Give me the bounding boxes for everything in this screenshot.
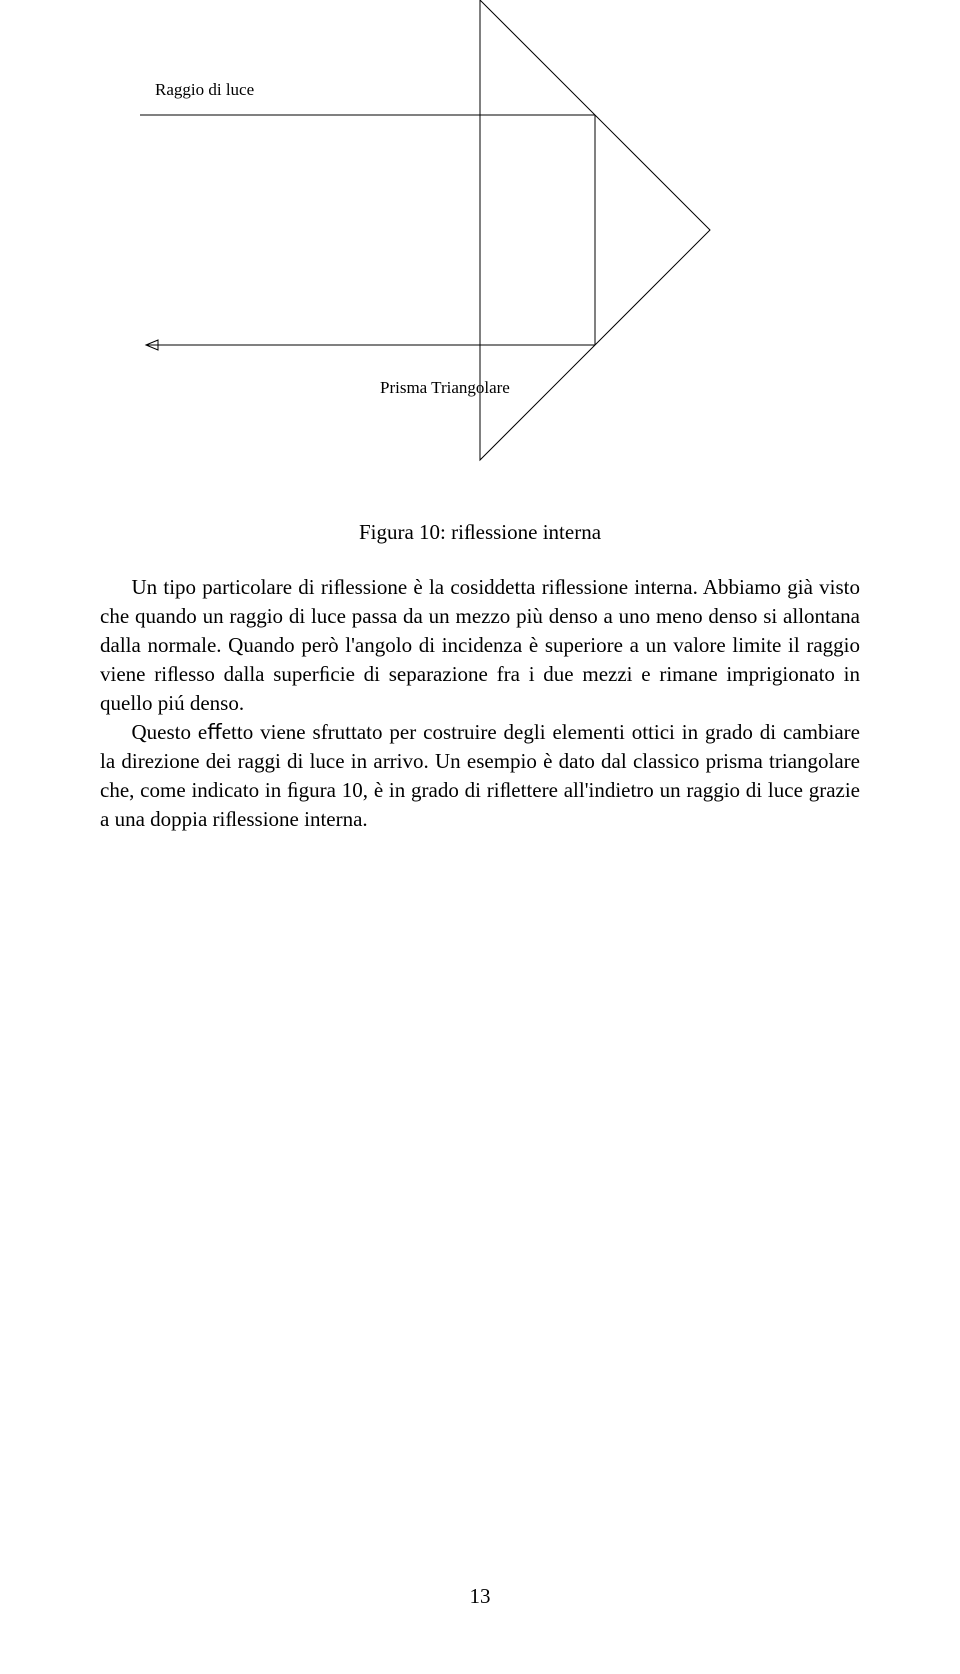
figure-container: Raggio di luce Prisma Triangolare Figura… <box>100 0 860 573</box>
ray-label: Raggio di luce <box>155 80 254 99</box>
paragraph-2: Questo eﬀetto viene sfruttato per costru… <box>100 718 860 834</box>
figure-caption: Figura 10: riﬂessione interna <box>359 520 601 545</box>
prism-label: Prisma Triangolare <box>380 378 510 397</box>
body-text: Un tipo particolare di riﬂessione è la c… <box>100 573 860 834</box>
page-number: 13 <box>0 1584 960 1609</box>
paragraph-1: Un tipo particolare di riﬂessione è la c… <box>100 573 860 718</box>
prism-diagram: Raggio di luce Prisma Triangolare <box>100 0 860 500</box>
